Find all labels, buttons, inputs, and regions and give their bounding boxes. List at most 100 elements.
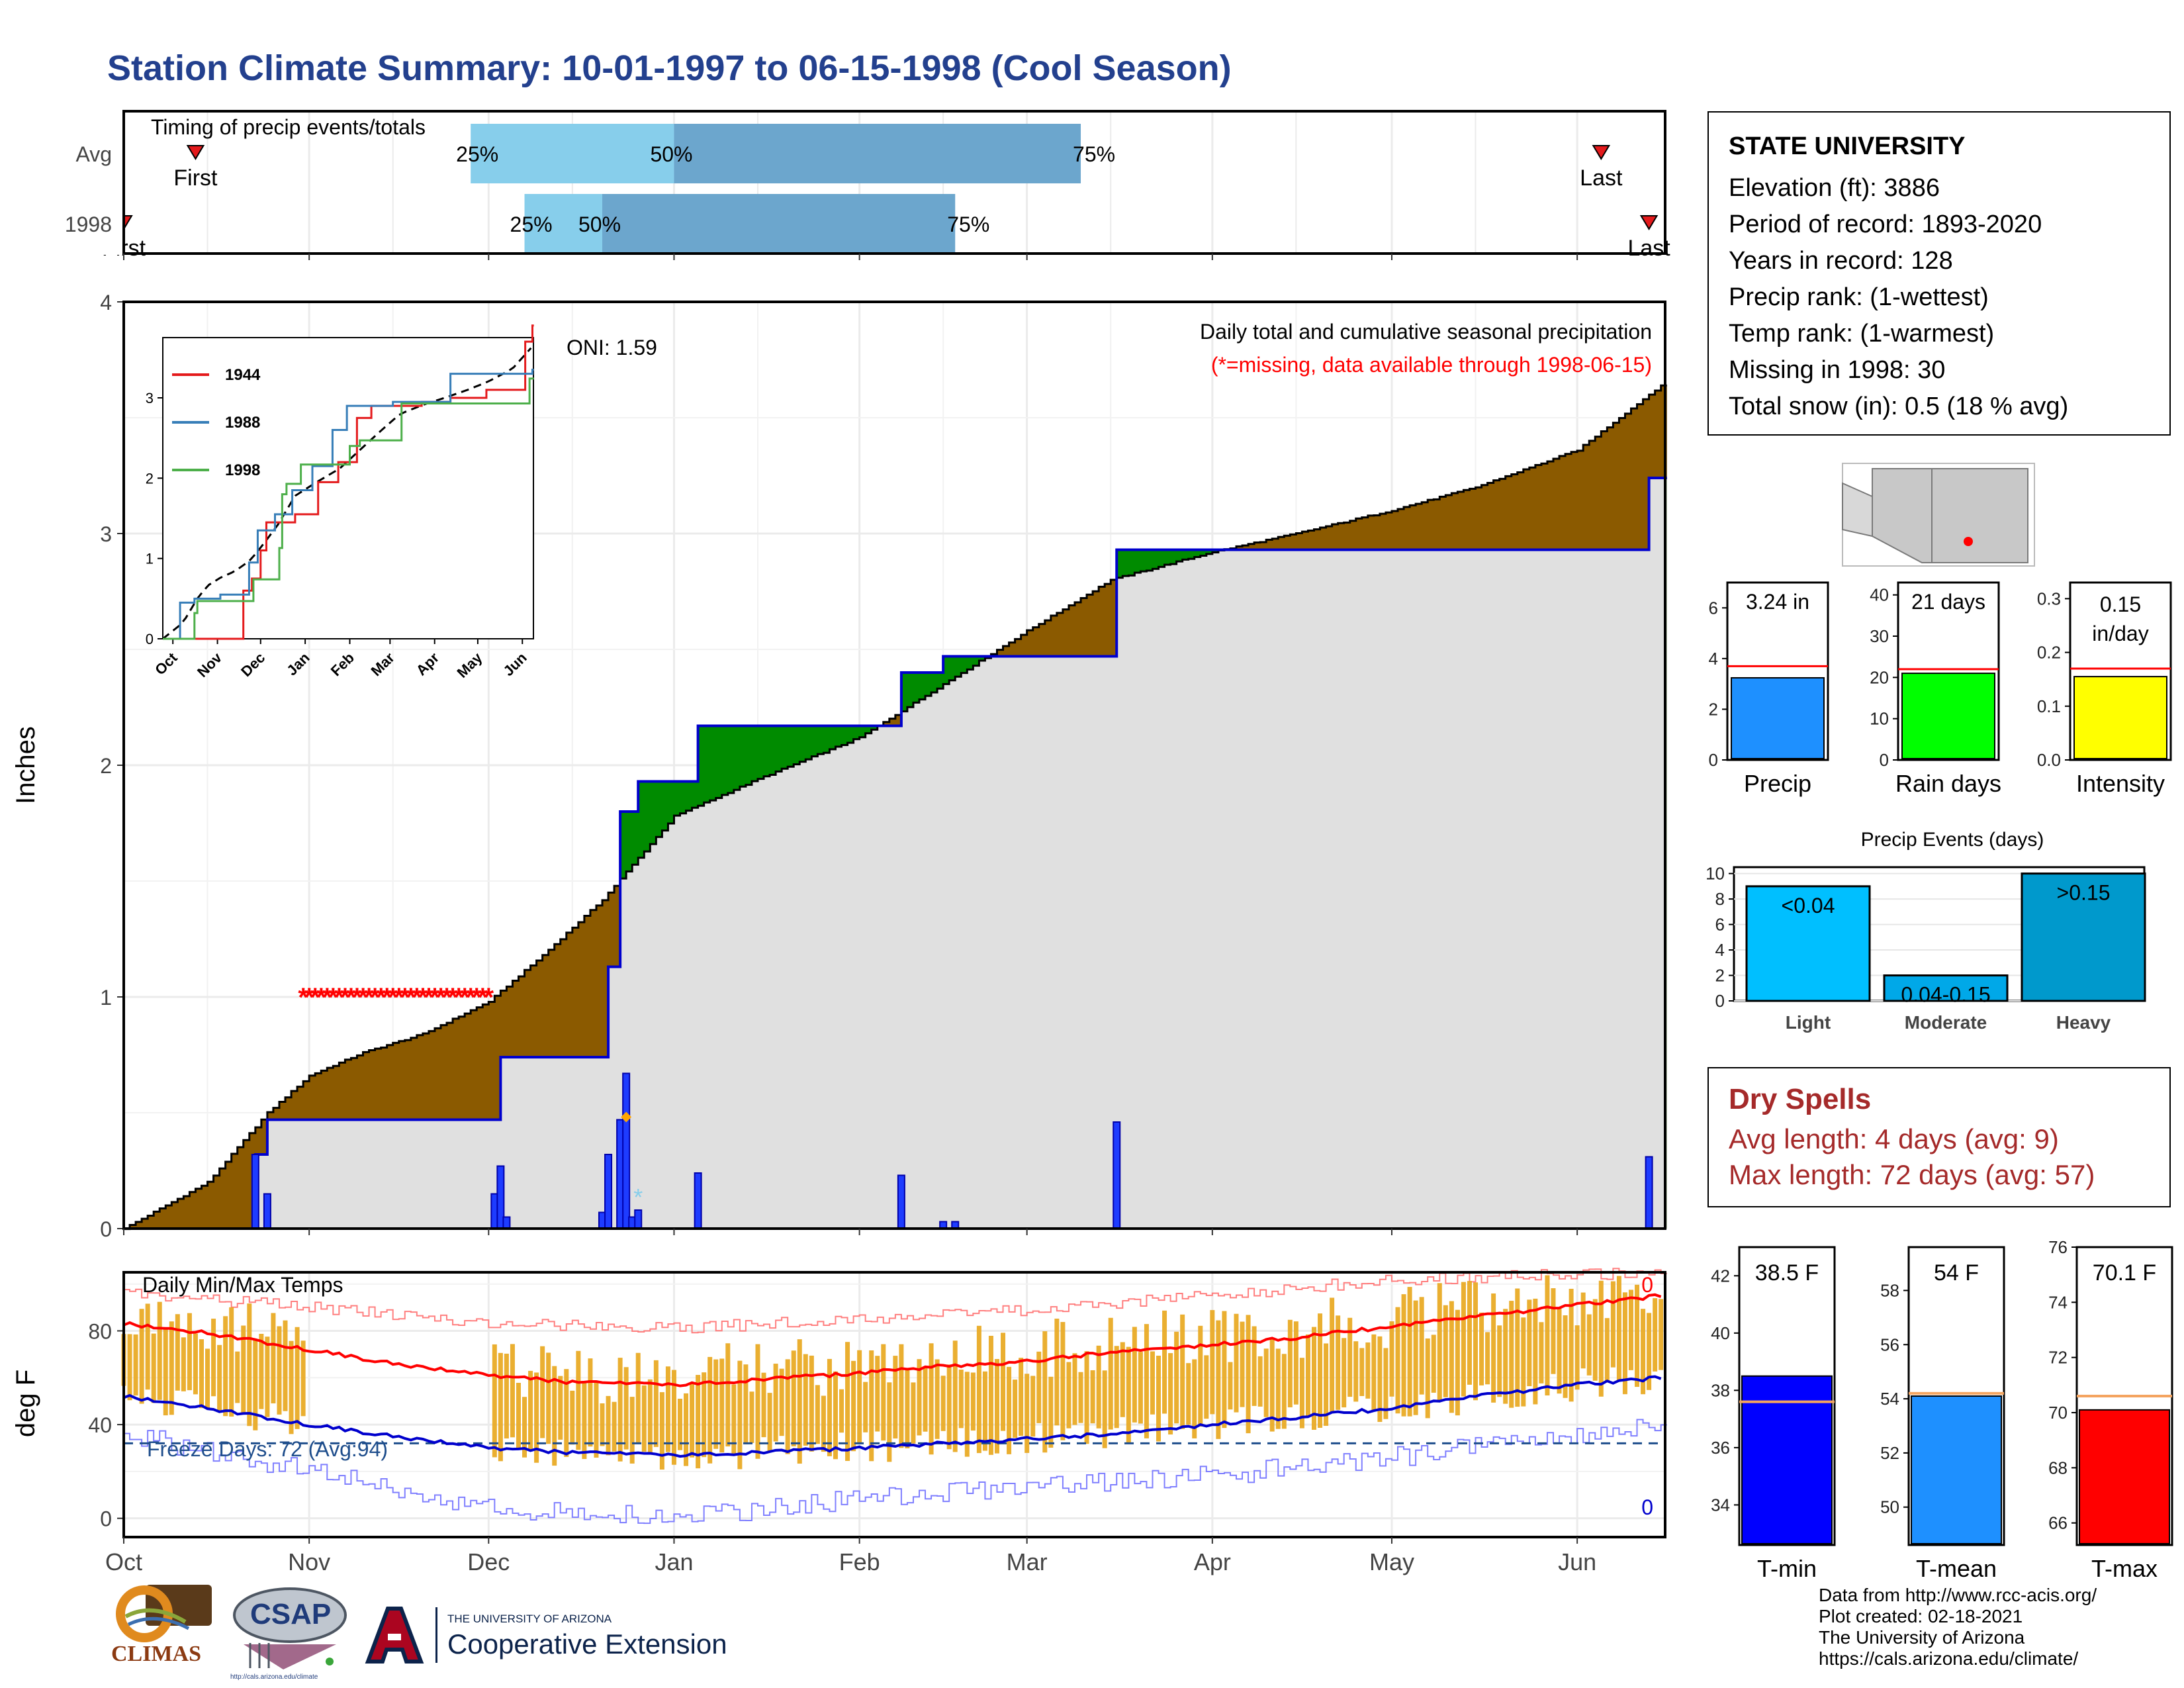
events-tick-label: 10	[1706, 864, 1725, 884]
daily-temp-range-bar	[1287, 1319, 1293, 1407]
daily-temp-range-bar	[1647, 1313, 1652, 1390]
mini-bar-tick-label: 0	[1709, 750, 1718, 770]
month-axis-label: Dec	[467, 1548, 510, 1575]
climas-logo-text: CLIMAS	[111, 1642, 202, 1666]
temp-panel-border	[122, 1271, 1666, 1538]
daily-temp-range-bar	[1013, 1380, 1018, 1438]
climas-emblem-icon	[116, 1585, 212, 1642]
missing-data-marker: *	[459, 983, 470, 1012]
daily-temp-range-bar	[719, 1358, 725, 1453]
missing-data-marker: *	[484, 983, 494, 1012]
timing-label-75: 75%	[1073, 142, 1115, 166]
daily-temp-range-bar	[1324, 1343, 1329, 1426]
missing-data-marker: *	[441, 983, 452, 1012]
temp-bar-label: T-min	[1757, 1555, 1817, 1582]
daily-temp-range-bar	[1604, 1318, 1610, 1382]
station-missing: Missing in 1998: 30	[1729, 356, 1946, 384]
daily-temp-range-bar	[1533, 1298, 1538, 1405]
state-map-icon	[1872, 468, 2028, 563]
daily-temp-range-bar	[690, 1382, 695, 1458]
daily-temp-range-bar	[1126, 1346, 1131, 1444]
daily-temp-range-bar	[905, 1370, 910, 1449]
credit-university: The University of Arizona	[1819, 1627, 2025, 1648]
avg-min-line	[123, 1375, 1662, 1458]
daily-temp-range-bar	[1048, 1376, 1054, 1448]
daily-temp-range-bar	[707, 1356, 713, 1464]
daily-temp-range-bar	[1150, 1351, 1155, 1415]
daily-temp-range-bar	[1425, 1338, 1430, 1419]
events-bar-label: Moderate	[1905, 1012, 1987, 1033]
daily-temp-range-bar	[1174, 1331, 1179, 1424]
daily-temp-range-bar	[1610, 1281, 1615, 1368]
daily-temp-range-bar	[696, 1375, 701, 1469]
temp-bar-tick-label: 74	[2048, 1292, 2068, 1312]
mini-bar-tick-label: 0.2	[2037, 643, 2061, 663]
daily-temp-range-bar	[498, 1352, 503, 1462]
daily-temp-range-bar	[1336, 1315, 1341, 1410]
daily-temp-range-bar	[151, 1333, 156, 1403]
daily-temp-range-bar	[1557, 1308, 1562, 1394]
daily-temp-range-bar	[1144, 1324, 1149, 1438]
daily-temp-range-bar	[271, 1313, 276, 1404]
precip-annotation-missing: (*=missing, data available through 1998-…	[1211, 353, 1652, 377]
events-tick-label: 4	[1715, 940, 1725, 960]
temp-bar-tick-label: 52	[1880, 1443, 1899, 1463]
events-bar-text: <0.04	[1782, 894, 1835, 917]
precip-ytick-label: 2	[100, 754, 112, 778]
daily-temp-range-bar	[737, 1360, 743, 1470]
daily-temp-range-bar	[1192, 1359, 1197, 1438]
daily-temp-range-bar	[1419, 1297, 1424, 1395]
mini-bar-tick-label: 0.0	[2037, 750, 2061, 770]
precip-y-axis-label: Inches	[11, 726, 40, 804]
station-years: Years in record: 128	[1729, 247, 1953, 275]
daily-temp-range-bar	[516, 1382, 521, 1449]
daily-temp-range-bar	[1263, 1348, 1269, 1417]
temp-ytick-label: 80	[88, 1319, 112, 1343]
daily-temp-range-bar	[779, 1368, 784, 1436]
daily-temp-range-bar	[145, 1303, 150, 1390]
missing-data-marker: *	[310, 983, 320, 1012]
daily-temp-range-bar	[175, 1314, 180, 1391]
daily-temp-range-bar	[235, 1351, 240, 1403]
daily-temp-range-bar	[1269, 1338, 1275, 1432]
daily-temp-range-bar	[223, 1316, 228, 1417]
events-tick-label: 8	[1715, 889, 1725, 909]
temp-bar-value-text: 38.5 F	[1755, 1260, 1819, 1286]
daily-temp-range-bar	[893, 1356, 898, 1439]
daily-temp-range-bar	[869, 1350, 874, 1462]
events-bar	[1883, 974, 2009, 1002]
missing-data-marker: *	[304, 983, 314, 1012]
daily-temp-range-bar	[833, 1371, 838, 1460]
daily-temp-range-bar	[1102, 1370, 1107, 1448]
daily-temp-range-bar	[570, 1390, 575, 1445]
temp-bar-tick-label: 40	[1711, 1323, 1730, 1343]
daily-temp-range-bar	[169, 1321, 174, 1415]
daily-temp-range-bar	[815, 1385, 820, 1444]
daily-temp-range-bar	[217, 1344, 222, 1412]
month-axis-label: Feb	[839, 1548, 880, 1575]
daily-temp-range-bar	[725, 1343, 731, 1447]
temp-bar-tick-label: 34	[1711, 1495, 1730, 1515]
daily-temp-range-bar	[1096, 1345, 1101, 1429]
missing-data-marker: *	[424, 983, 434, 1012]
inset-line-1944	[163, 324, 534, 640]
temp-bar-tick-label: 68	[2048, 1458, 2068, 1477]
dry-spells-box: Dry Spells Avg length: 4 days (avg: 9) M…	[1707, 1067, 2171, 1207]
precip-ytick-label: 4	[100, 291, 112, 314]
daily-temp-range-bar	[1001, 1333, 1006, 1431]
last-event-triangle-icon	[1592, 145, 1611, 160]
daily-temp-range-bar	[1383, 1348, 1388, 1419]
daily-temp-range-bar	[917, 1359, 922, 1436]
timing-bar-50-75	[674, 124, 1081, 183]
freeze-days-label: Freeze Days: 72 (Avg:94)	[147, 1437, 388, 1461]
missing-data-marker: *	[364, 983, 375, 1012]
timing-label-25: 25%	[456, 142, 498, 166]
daily-temp-range-bar	[1622, 1292, 1627, 1395]
mini-bar-value-text: 21 days	[1911, 590, 1985, 614]
daily-temp-range-bar	[1521, 1317, 1526, 1407]
daily-temp-range-bar	[617, 1358, 623, 1462]
daily-temp-range-bar	[1628, 1289, 1633, 1370]
daily-temp-range-bar	[1138, 1352, 1143, 1424]
station-location-marker	[1964, 537, 1973, 546]
daily-temp-range-bar	[564, 1369, 569, 1457]
